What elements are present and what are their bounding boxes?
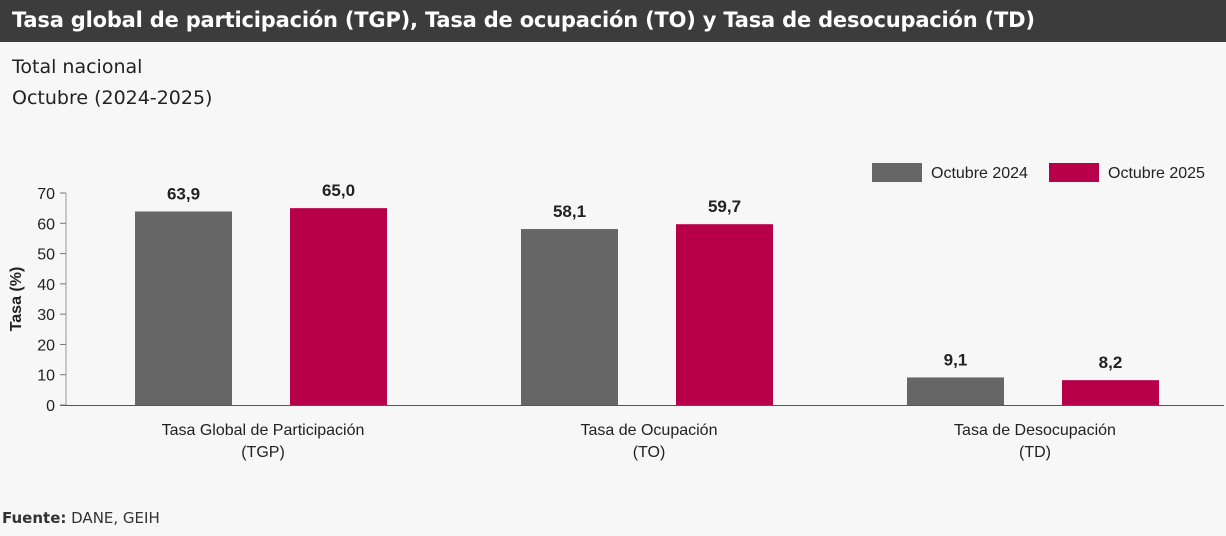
x-tick-label: (TO) (633, 444, 666, 461)
title-bar: Tasa global de participación (TGP), Tasa… (0, 0, 1226, 42)
y-tick-label: 60 (37, 216, 55, 233)
x-tick-label: Tasa de Ocupación (581, 422, 718, 439)
y-tick-label: 50 (37, 247, 55, 264)
x-tick-label: (TGP) (241, 444, 285, 461)
y-tick-label: 0 (46, 398, 55, 415)
legend-label: Octubre 2025 (1108, 165, 1205, 182)
bar (135, 211, 232, 405)
y-tick-label: 20 (37, 337, 55, 354)
subtitle-scope: Total nacional (12, 56, 143, 78)
y-tick-label: 70 (37, 186, 55, 203)
data-label: 63,9 (167, 184, 200, 203)
data-label: 58,1 (553, 202, 586, 221)
data-label: 59,7 (708, 197, 741, 216)
x-tick-label: Tasa Global de Participación (162, 422, 365, 439)
bar (676, 224, 773, 405)
legend-label: Octubre 2024 (931, 165, 1028, 182)
source-value: DANE, GEIH (66, 509, 160, 527)
x-tick-label: (TD) (1019, 444, 1051, 461)
y-tick-label: 40 (37, 277, 55, 294)
subtitle-period: Octubre (2024-2025) (12, 87, 213, 109)
data-label: 65,0 (322, 181, 355, 200)
legend-swatch (1049, 163, 1099, 182)
source-label: Fuente: (2, 509, 67, 527)
data-label: 9,1 (944, 350, 968, 369)
chart-title: Tasa global de participación (TGP), Tasa… (12, 8, 1035, 32)
y-tick-label: 30 (37, 307, 55, 324)
bar (521, 229, 618, 405)
bar (1062, 380, 1159, 405)
x-tick-label: Tasa de Desocupación (954, 422, 1116, 439)
bar (907, 377, 1004, 405)
y-tick-label: 10 (37, 368, 55, 385)
legend-swatch (872, 163, 922, 182)
data-label: 8,2 (1099, 353, 1123, 372)
bar (290, 208, 387, 405)
source-note: Fuente: DANE, GEIH (2, 509, 160, 527)
y-axis-title: Tasa (%) (8, 267, 25, 332)
